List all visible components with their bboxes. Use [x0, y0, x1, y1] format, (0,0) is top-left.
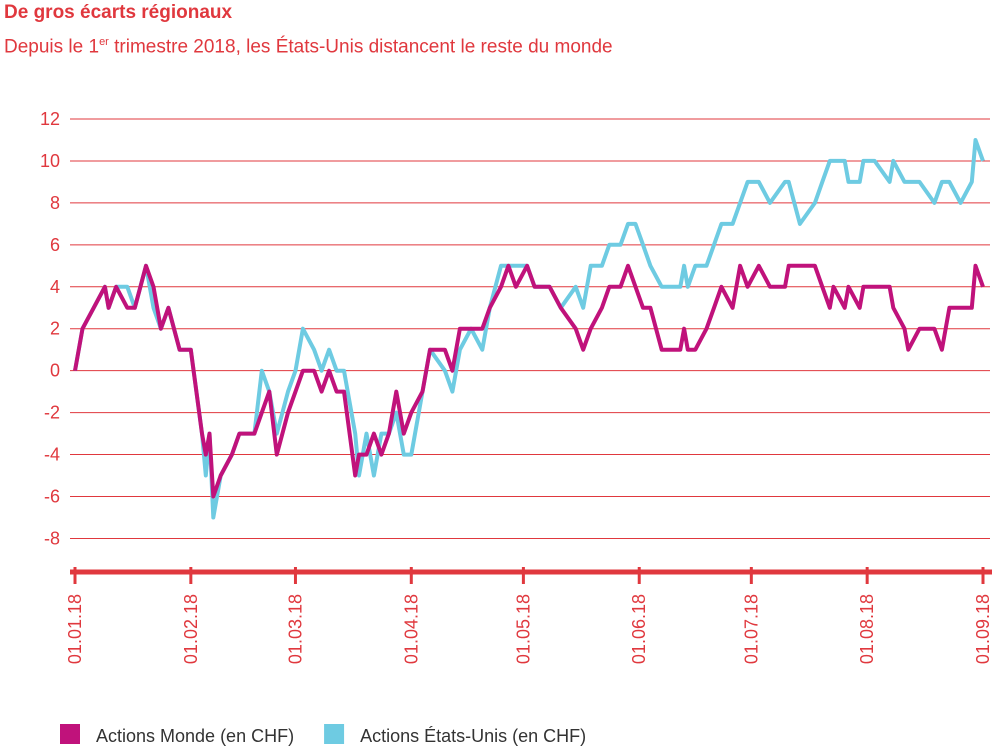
y-tick-label: 4 — [50, 277, 60, 297]
y-tick-label: -8 — [44, 528, 60, 548]
chart-title: De gros écarts régionaux — [4, 2, 233, 23]
x-tick-label: 01.06.18 — [629, 594, 649, 664]
y-tick-label: 6 — [50, 235, 60, 255]
x-tick-label: 01.07.18 — [741, 594, 761, 664]
x-tick-label: 01.05.18 — [513, 594, 533, 664]
x-tick-label: 01.02.18 — [181, 594, 201, 664]
subtitle-part: Depuis le 1 — [4, 36, 100, 58]
legend-swatch — [324, 724, 345, 744]
y-tick-label: -4 — [44, 445, 60, 465]
y-tick-label: -2 — [44, 403, 60, 423]
x-tick-label: 01.09.18 — [973, 594, 993, 664]
x-tick-label: 01.08.18 — [857, 594, 877, 664]
series-line — [73, 138, 985, 520]
legend-label: Actions États-Unis (en CHF) — [360, 726, 586, 746]
y-tick-label: 2 — [50, 319, 60, 339]
chart-subtitle: Depuis le 1er trimestre 2018, les États-… — [4, 36, 613, 58]
x-tick-label: 01.04.18 — [401, 594, 421, 664]
legend-label: Actions Monde (en CHF) — [96, 726, 294, 746]
y-tick-label: -6 — [44, 487, 60, 507]
legend-swatch — [60, 724, 80, 744]
subtitle-part: trimestre 2018, les États-Unis distancen… — [108, 36, 613, 58]
x-tick-label: 01.03.18 — [285, 594, 305, 664]
x-tick-label: 01.01.18 — [65, 594, 85, 664]
y-tick-label: 12 — [40, 109, 60, 129]
subtitle-sup: er — [99, 36, 109, 48]
y-tick-label: 8 — [50, 193, 60, 213]
y-tick-label: 0 — [50, 361, 60, 381]
y-tick-label: 10 — [40, 151, 60, 171]
series-line — [73, 263, 985, 499]
